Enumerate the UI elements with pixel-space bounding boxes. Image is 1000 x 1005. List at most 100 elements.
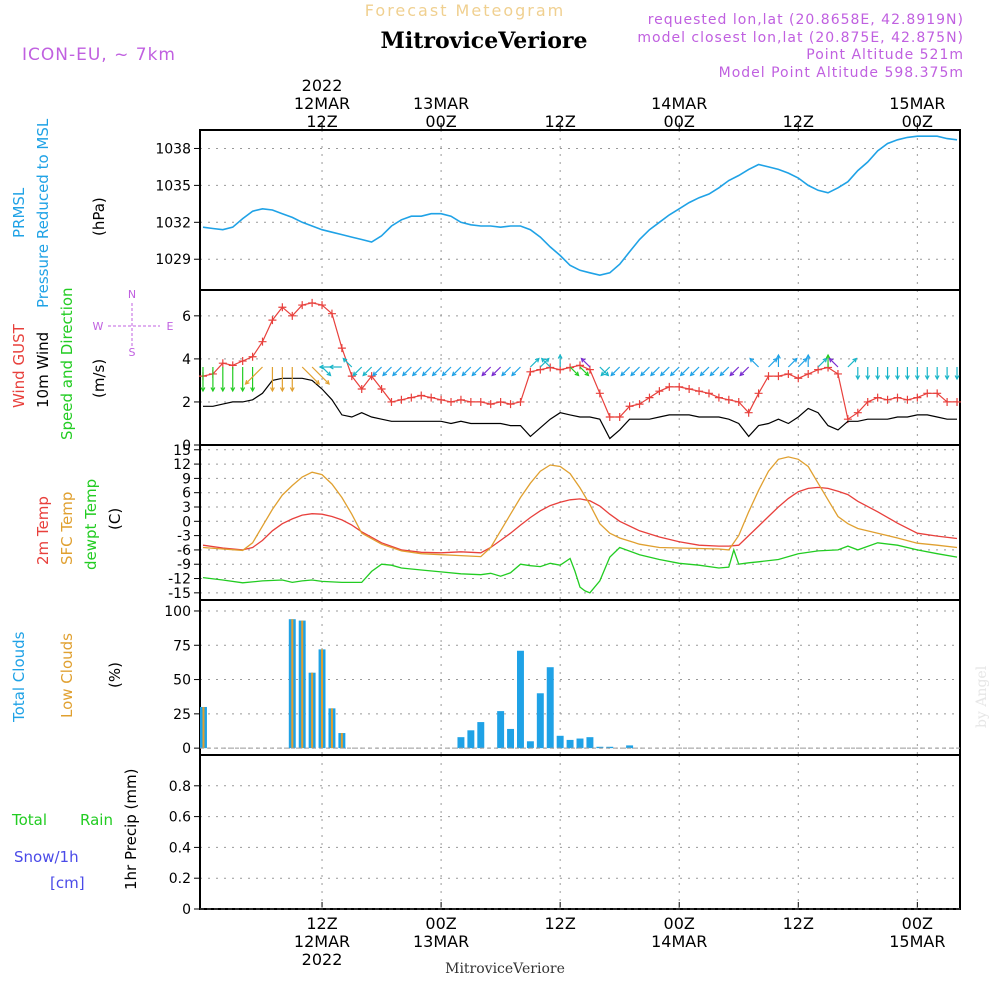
time-label: 00Z [902, 914, 933, 933]
wind-arrow-shaft [729, 366, 740, 376]
wind-arrow [749, 357, 760, 368]
wind-arrow-head [557, 353, 563, 359]
gust-point [318, 301, 327, 310]
wind-arrow-head [630, 371, 636, 377]
wind-arrow [944, 367, 950, 381]
time-label: 12Z [306, 112, 337, 131]
gust-point [635, 400, 644, 409]
wind-arrow-shaft [422, 366, 432, 376]
compass-w: W [93, 320, 104, 333]
wind-arrow [372, 366, 382, 377]
wind-arrow-head [491, 371, 497, 377]
gust-point [873, 393, 882, 402]
wind-arrow-head [200, 387, 206, 393]
wind-arrow-head [210, 387, 216, 393]
wind-arrow [529, 357, 540, 368]
wind-arrow [954, 367, 960, 381]
dewpt-line [202, 542, 958, 594]
gust-point [883, 395, 892, 404]
panels: 10291032103510380246-15-12-9-6-303691215… [155, 129, 962, 918]
wind-arrow-head [855, 375, 861, 381]
wind-arrow-shaft [471, 366, 482, 376]
time-label: 2022 [302, 950, 343, 969]
wind-arrow-head [279, 387, 285, 393]
pressure-ytick-label: 1029 [155, 252, 191, 268]
wind-arrow-head [650, 371, 655, 377]
wind-arrow-shaft [569, 366, 579, 376]
clouds-ytick-label: 75 [173, 638, 191, 654]
wind-arrow-head [669, 371, 675, 377]
gust-point [943, 397, 952, 406]
time-label: 15MAR [889, 932, 945, 951]
wind-arrow [699, 366, 710, 377]
gust-point [685, 385, 694, 394]
wind-arrow-head [401, 371, 407, 377]
gust-point [427, 393, 436, 402]
precip-ytick-label: 0 [182, 902, 191, 918]
gust-point [337, 344, 346, 353]
total-cloud-bar [457, 737, 465, 749]
wind-arrow [250, 367, 256, 393]
gust-point [476, 397, 485, 406]
wind-line [203, 377, 957, 440]
wind-arrow-shaft [372, 366, 382, 376]
wind-arrow-head [431, 371, 437, 377]
wind-arrow [461, 366, 472, 377]
wind-arrow-shaft [452, 366, 462, 376]
gust-point [397, 395, 406, 404]
wind-direction-label: Speed and Direction [58, 287, 76, 440]
wind-arrow-shaft [690, 366, 700, 376]
compass-n: N [128, 288, 136, 301]
sfc-temp-label: SFC Temp [58, 492, 76, 565]
wind-arrow [540, 357, 551, 368]
total-cloud-bar [546, 667, 554, 749]
gust-point [833, 369, 842, 378]
wind-arrow-head [580, 357, 586, 363]
wind-arrow [289, 367, 295, 393]
wind-arrow-head [828, 357, 834, 363]
gust-point [724, 395, 733, 404]
wind-ytick-label: 4 [182, 352, 191, 368]
total-cloud-bar [586, 737, 594, 749]
gust-point [456, 395, 465, 404]
wind-arrow-head [620, 371, 626, 377]
wind-arrow-shaft [442, 366, 452, 376]
wind-arrow [244, 366, 263, 385]
precip-panel: 0 0.2 0.4 0.6 0.8 [169, 754, 961, 918]
wind-arrow [914, 367, 920, 381]
wind-arrow-head [318, 364, 324, 370]
gust-point [704, 389, 713, 398]
wind-arrow [569, 366, 580, 377]
wind-arrow-head [904, 375, 910, 381]
model-label: ICON-EU, ~ 7km [22, 45, 176, 65]
temp-ytick-label: 6 [182, 486, 191, 502]
gust-point [526, 367, 535, 376]
precip-ytick-label: 0.4 [169, 840, 191, 856]
rain-label: Total [11, 811, 47, 829]
gust-point [576, 361, 584, 370]
wind-arrow-shaft [402, 366, 412, 376]
temp-ytick-label: 9 [182, 471, 191, 487]
gust-point [754, 389, 763, 398]
wind-arrow [797, 357, 808, 368]
model-altitude: Model Point Altitude 598.375m [719, 65, 964, 81]
wind-arrow-shaft [787, 358, 798, 368]
wind-arrow-head [352, 371, 358, 377]
wind-arrow [924, 367, 930, 381]
gust-point [506, 400, 515, 409]
time-label: 00Z [664, 112, 695, 131]
gust-point [407, 393, 416, 402]
gust-point [665, 382, 674, 391]
total-cloud-bar [556, 735, 564, 749]
temp-ytick-label: 0 [182, 514, 191, 530]
wind-arrow-head [328, 364, 334, 370]
wind-arrow [885, 367, 891, 381]
time-label: 12Z [783, 112, 814, 131]
wind-arrow-head [604, 371, 610, 377]
gust-point [923, 389, 932, 398]
low-cloud-bar [301, 620, 304, 749]
wind-arrow-shaft [599, 366, 609, 376]
